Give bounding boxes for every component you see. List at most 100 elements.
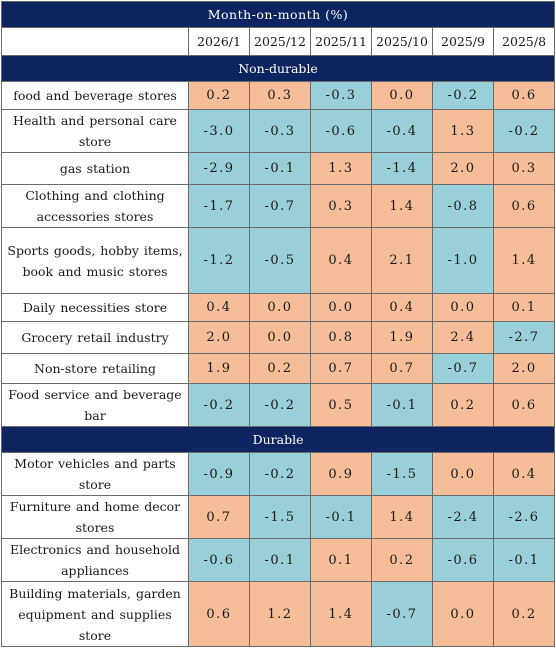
value-cell: -0.2 bbox=[492, 109, 556, 153]
value-cell: -0.6 bbox=[432, 538, 494, 582]
value-cell: -0.2 bbox=[249, 452, 311, 496]
value-cell: 1.3 bbox=[310, 152, 372, 185]
value-cell: 0.2 bbox=[432, 383, 494, 427]
value-cell: 0.0 bbox=[310, 293, 372, 322]
section-title: Durable bbox=[0, 426, 556, 453]
value-cell: 1.9 bbox=[188, 353, 250, 384]
value-cell: 1.4 bbox=[310, 581, 372, 647]
value-cell: 0.4 bbox=[188, 293, 250, 322]
section-row: Non-durable bbox=[0, 55, 556, 82]
value-cell: 0.4 bbox=[371, 293, 433, 322]
value-cell: -1.4 bbox=[371, 152, 433, 185]
row-label: Motor vehicles and parts store bbox=[1, 452, 189, 496]
value-cell: -0.1 bbox=[249, 538, 311, 582]
value-cell: -2.7 bbox=[492, 321, 556, 354]
value-cell: 0.3 bbox=[310, 184, 372, 228]
value-cell: -2.4 bbox=[432, 495, 494, 539]
row-label: gas station bbox=[1, 152, 189, 185]
value-cell: 0.2 bbox=[492, 581, 556, 647]
table-row: Grocery retail industry 2.0 0.0 0.8 1.9 2.4 -2… bbox=[1, 321, 556, 354]
value-cell: 0.6 bbox=[492, 184, 556, 228]
value-cell: -0.2 bbox=[432, 81, 494, 110]
value-cell: 1.3 bbox=[432, 109, 494, 153]
value-cell: -1.2 bbox=[188, 227, 250, 294]
row-label: Daily necessities store bbox=[1, 293, 189, 322]
value-cell: 0.0 bbox=[432, 293, 494, 322]
value-cell: 0.6 bbox=[492, 383, 556, 427]
value-cell: -1.5 bbox=[371, 452, 433, 496]
table-row: Health and personal care store -3.0 -0.3 -0… bbox=[1, 109, 556, 153]
value-cell: -1.7 bbox=[188, 184, 250, 228]
value-cell: 0.0 bbox=[371, 81, 433, 110]
value-cell: 0.2 bbox=[249, 353, 311, 384]
value-cell: 1.4 bbox=[371, 184, 433, 228]
value-cell: 0.2 bbox=[371, 538, 433, 582]
value-cell: -0.1 bbox=[249, 152, 311, 185]
row-label: Non-store retailing bbox=[1, 353, 189, 384]
value-cell: 0.7 bbox=[310, 353, 372, 384]
value-cell: 0.8 bbox=[310, 321, 372, 354]
value-cell: 2.0 bbox=[432, 152, 494, 185]
header-row: 2026/1 2025/12 2025/11 2025/10 2025/9 20… bbox=[1, 27, 556, 56]
value-cell: -1.0 bbox=[432, 227, 494, 294]
value-cell: 0.6 bbox=[188, 581, 250, 647]
column-header: 2025/9 bbox=[432, 27, 494, 56]
value-cell: -0.1 bbox=[492, 538, 556, 582]
row-label: Sports goods, hobby items, book and musi… bbox=[1, 227, 189, 294]
value-cell: -0.4 bbox=[371, 109, 433, 153]
value-cell: -0.1 bbox=[371, 383, 433, 427]
row-label: Furniture and home decor stores bbox=[1, 495, 189, 539]
value-cell: 0.1 bbox=[492, 293, 556, 322]
value-cell: 1.2 bbox=[249, 581, 311, 647]
title-row: Month-on-month (%) bbox=[0, 1, 556, 28]
column-header: 2025/10 bbox=[371, 27, 433, 56]
value-cell: -0.9 bbox=[188, 452, 250, 496]
column-header: 2026/1 bbox=[188, 27, 250, 56]
value-cell: 0.3 bbox=[249, 81, 311, 110]
row-label: Food service and beverage bar bbox=[1, 383, 189, 427]
value-cell: -0.5 bbox=[249, 227, 311, 294]
value-cell: 0.5 bbox=[310, 383, 372, 427]
column-header: 2025/8 bbox=[492, 27, 556, 56]
column-header: 2025/11 bbox=[310, 27, 372, 56]
value-cell: 0.7 bbox=[371, 353, 433, 384]
value-cell: -0.3 bbox=[249, 109, 311, 153]
table-row: gas station -2.9 -0.1 1.3 -1.4 2.0 0.3 bbox=[1, 152, 556, 185]
value-cell: 0.6 bbox=[492, 81, 556, 110]
value-cell: 2.1 bbox=[371, 227, 433, 294]
value-cell: -0.2 bbox=[249, 383, 311, 427]
value-cell: 0.2 bbox=[188, 81, 250, 110]
table-row: Daily necessities store 0.4 0.0 0.0 0.4 0.0 0.… bbox=[1, 293, 556, 322]
value-cell: 2.4 bbox=[432, 321, 494, 354]
value-cell: 0.7 bbox=[188, 495, 250, 539]
value-cell: 0.0 bbox=[249, 293, 311, 322]
value-cell: 0.4 bbox=[310, 227, 372, 294]
value-cell: -0.3 bbox=[310, 81, 372, 110]
table-row: Sports goods, hobby items, book and musi… bbox=[1, 227, 556, 294]
value-cell: -2.9 bbox=[188, 152, 250, 185]
section-title: Non-durable bbox=[0, 55, 556, 82]
value-cell: -0.2 bbox=[188, 383, 250, 427]
table-row: Building materials, garden equipment and… bbox=[1, 581, 556, 647]
value-cell: -0.7 bbox=[371, 581, 433, 647]
value-cell: 1.9 bbox=[371, 321, 433, 354]
value-cell: 2.0 bbox=[492, 353, 556, 384]
value-cell: -0.6 bbox=[188, 538, 250, 582]
column-header: 2025/12 bbox=[249, 27, 311, 56]
value-cell: 1.4 bbox=[492, 227, 556, 294]
row-label: Health and personal care store bbox=[1, 109, 189, 153]
table-row: food and beverage stores 0.2 0.3 -0.3 0.0 -0.… bbox=[1, 81, 556, 110]
value-cell: -2.6 bbox=[492, 495, 556, 539]
value-cell: -0.6 bbox=[310, 109, 372, 153]
row-label: Grocery retail industry bbox=[1, 321, 189, 354]
value-cell: -0.7 bbox=[432, 353, 494, 384]
row-label: food and beverage stores bbox=[1, 81, 189, 110]
table-row: Electronics and household appliances -0.6… bbox=[1, 538, 556, 582]
value-cell: -3.0 bbox=[188, 109, 250, 153]
value-cell: -1.5 bbox=[249, 495, 311, 539]
value-cell: 0.3 bbox=[492, 152, 556, 185]
value-cell: -0.7 bbox=[249, 184, 311, 228]
table-row: Clothing and clothing accessories stores… bbox=[1, 184, 556, 228]
mom-table: Month-on-month (%) 2026/1 2025/12 2025/1… bbox=[0, 1, 556, 647]
table-title: Month-on-month (%) bbox=[0, 1, 556, 28]
